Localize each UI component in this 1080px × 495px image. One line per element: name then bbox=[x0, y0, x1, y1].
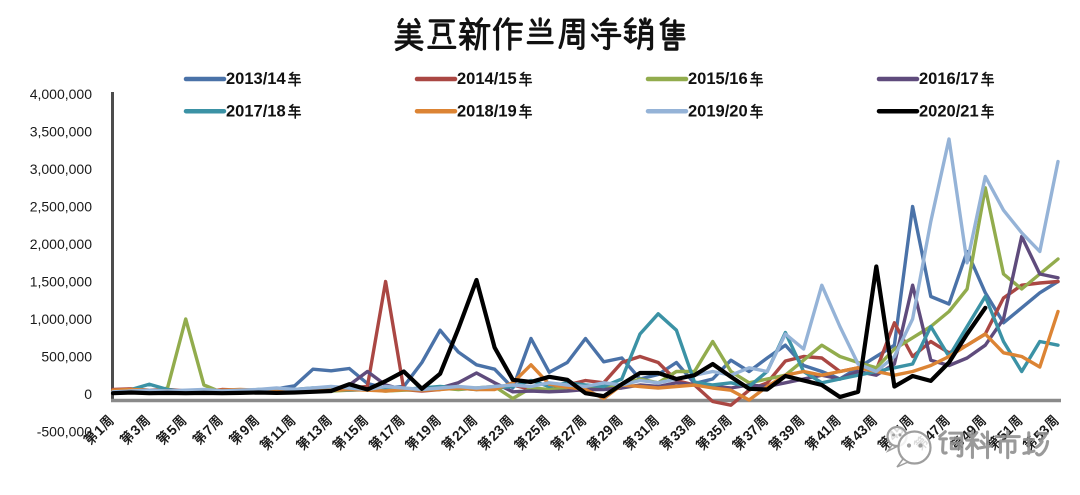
svg-text:-500,000: -500,000 bbox=[37, 424, 92, 440]
svg-text:2016/17: 2016/17 bbox=[919, 70, 979, 88]
svg-text:3,000,000: 3,000,000 bbox=[30, 161, 92, 177]
svg-text:2,500,000: 2,500,000 bbox=[30, 199, 92, 215]
svg-text:2015/16: 2015/16 bbox=[688, 70, 748, 88]
svg-text:500,000: 500,000 bbox=[41, 349, 92, 365]
svg-text:1,500,000: 1,500,000 bbox=[30, 274, 92, 290]
svg-text:4,000,000: 4,000,000 bbox=[30, 86, 92, 102]
svg-text:3,500,000: 3,500,000 bbox=[30, 124, 92, 140]
svg-text:2018/19: 2018/19 bbox=[457, 102, 517, 120]
svg-text:2014/15: 2014/15 bbox=[457, 70, 517, 88]
svg-text:0: 0 bbox=[84, 386, 92, 402]
svg-text:2019/20: 2019/20 bbox=[688, 102, 748, 120]
svg-text:2,000,000: 2,000,000 bbox=[30, 236, 92, 252]
svg-text:2013/14: 2013/14 bbox=[226, 70, 286, 88]
svg-text:2017/18: 2017/18 bbox=[226, 102, 286, 120]
svg-text:1,000,000: 1,000,000 bbox=[30, 311, 92, 327]
svg-text:2020/21: 2020/21 bbox=[919, 102, 979, 120]
